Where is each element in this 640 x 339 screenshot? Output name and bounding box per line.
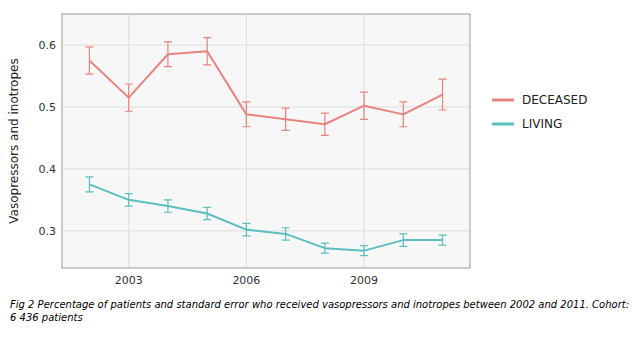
legend-label: LIVING [522, 117, 562, 131]
y-tick-label: 0.6 [39, 39, 57, 52]
x-tick-label: 2003 [115, 274, 143, 287]
grid-line [128, 14, 129, 268]
x-tick-label: 2006 [232, 274, 260, 287]
grid-line [62, 44, 470, 45]
grid-line [62, 106, 470, 107]
y-tick-label: 0.3 [39, 225, 57, 238]
marks [85, 38, 446, 256]
y-tick-label: 0.4 [39, 163, 57, 176]
legend-swatch [492, 123, 514, 126]
y-tick-label: 0.5 [39, 101, 57, 114]
plot-area [62, 14, 470, 268]
grid-line [62, 168, 470, 169]
x-tick-label: 2009 [350, 274, 378, 287]
plot-frame [62, 14, 470, 268]
series-line [89, 184, 442, 250]
error-bar [85, 177, 93, 192]
grid-line [364, 14, 365, 268]
legend-swatch [492, 99, 514, 102]
legend-label: DECEASED [522, 93, 587, 107]
series-line [89, 51, 442, 124]
chart: 0.3 0.4 0.5 0.6 2003 2006 2009 Vasopressors and… [0, 0, 640, 298]
y-axis-label: Vasopressors and inotropes [7, 58, 21, 223]
caption: Fig 2 Percentage of patients and standar… [0, 298, 640, 324]
